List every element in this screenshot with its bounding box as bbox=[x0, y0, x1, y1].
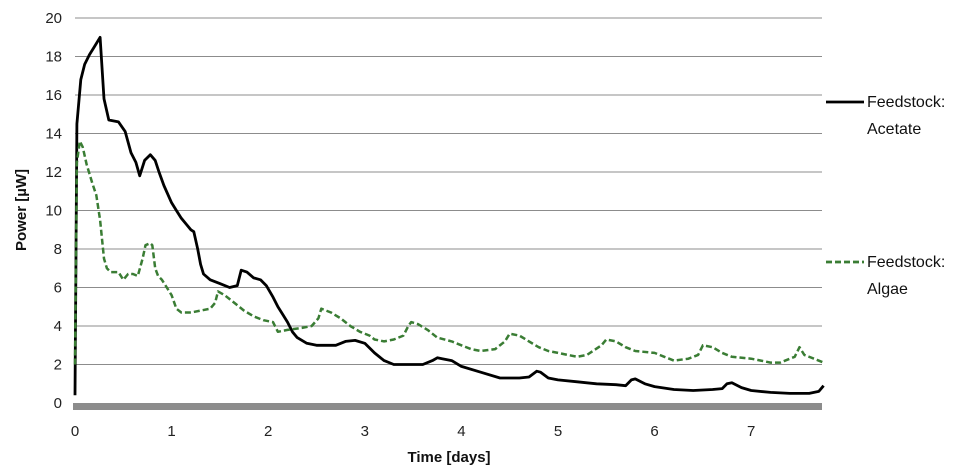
y-tick-label: 10 bbox=[45, 203, 62, 220]
y-tick-label: 18 bbox=[45, 49, 62, 66]
y-tick-label: 2 bbox=[54, 357, 62, 374]
x-tick-label: 4 bbox=[457, 423, 465, 440]
y-axis-title: Power [µW] bbox=[13, 169, 30, 251]
series-line-algae bbox=[73, 139, 825, 365]
y-tick-label: 20 bbox=[45, 10, 62, 27]
x-axis-tick-labels: 0 1 2 3 4 5 6 7 bbox=[71, 423, 756, 440]
legend: Feedstock: Acetate Feedstock: Algae bbox=[826, 94, 945, 298]
x-tick-label: 0 bbox=[71, 423, 79, 440]
y-tick-label: 12 bbox=[45, 164, 62, 181]
x-axis-line bbox=[73, 403, 822, 410]
y-tick-label: 8 bbox=[54, 241, 62, 258]
x-tick-label: 5 bbox=[554, 423, 562, 440]
y-tick-label: 14 bbox=[45, 126, 62, 143]
x-tick-label: 6 bbox=[650, 423, 658, 440]
legend-label-acetate-line2: Acetate bbox=[867, 121, 921, 138]
y-axis-tick-labels: 0 2 4 6 8 10 12 14 16 18 20 bbox=[45, 10, 62, 412]
legend-entry-algae: Feedstock: Algae bbox=[826, 254, 945, 298]
y-tick-label: 4 bbox=[54, 318, 62, 335]
legend-label-algae-line2: Algae bbox=[867, 281, 908, 298]
gridlines bbox=[75, 17, 822, 365]
y-tick-label: 6 bbox=[54, 280, 62, 297]
series-line-acetate bbox=[73, 35, 825, 396]
legend-label-acetate-line1: Feedstock: bbox=[867, 94, 945, 111]
x-tick-label: 3 bbox=[361, 423, 369, 440]
x-axis-title: Time [days] bbox=[407, 449, 490, 466]
x-tick-label: 1 bbox=[167, 423, 175, 440]
legend-entry-acetate: Feedstock: Acetate bbox=[826, 94, 945, 138]
data-series bbox=[73, 35, 825, 396]
x-tick-label: 2 bbox=[264, 423, 272, 440]
y-tick-label: 0 bbox=[54, 395, 62, 412]
x-tick-label: 7 bbox=[747, 423, 755, 440]
y-tick-label: 16 bbox=[45, 87, 62, 104]
legend-label-algae-line1: Feedstock: bbox=[867, 254, 945, 271]
